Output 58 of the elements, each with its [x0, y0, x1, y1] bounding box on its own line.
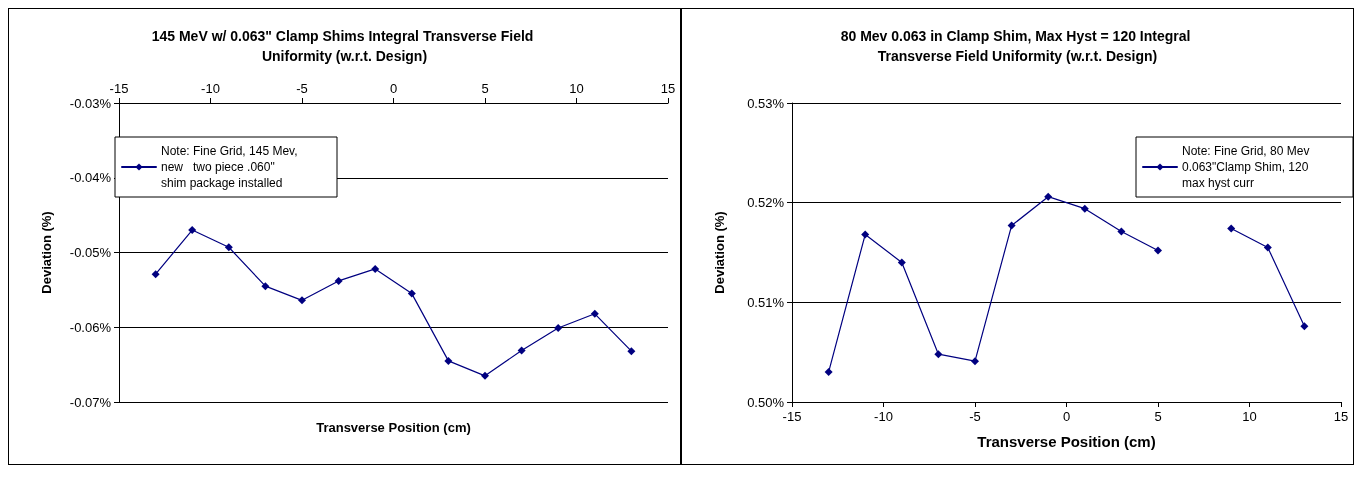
x-tick-label: 15 — [1333, 409, 1349, 424]
point — [151, 270, 160, 279]
point — [861, 230, 870, 239]
x-axis-title: Transverse Position (cm) — [316, 420, 471, 435]
point — [407, 289, 416, 298]
x-tick-label: 10 — [1242, 409, 1257, 424]
chart-title: 80 Mev 0.063 in Clamp Shim, Max Hyst = 120 Integral Transverse Field Uniformity (w.r.t. Design) — [840, 28, 1195, 64]
point — [1044, 192, 1053, 201]
y-tick-label: 0.50% — [747, 394, 785, 410]
y-axis-title: Deviation (%) — [39, 211, 54, 294]
x-tick-label: -10 — [874, 409, 893, 424]
x-axis-title: Transverse Position (cm) — [977, 433, 1156, 450]
y-tick-label: 0.52% — [747, 195, 785, 211]
y-tick-label: -0.05% — [69, 245, 112, 260]
y-tick-label: -0.06% — [69, 319, 112, 335]
point — [1007, 221, 1016, 230]
point — [590, 309, 599, 318]
point — [1117, 227, 1126, 236]
point — [897, 258, 906, 267]
point — [444, 356, 453, 365]
y-tick-label: 0.53% — [747, 95, 785, 111]
point — [1080, 204, 1089, 213]
y-tick-label: 0.51% — [747, 294, 785, 310]
x-tick-label: 5 — [481, 81, 489, 96]
x-tick-label: -15 — [782, 409, 802, 424]
point — [1154, 246, 1162, 255]
point — [1263, 243, 1272, 252]
x-tick-label: 0 — [1062, 409, 1071, 424]
x-tick-label: 0 — [389, 81, 398, 96]
point — [517, 346, 526, 355]
point — [481, 371, 489, 380]
y-tick-label: -0.07% — [69, 394, 112, 410]
point — [261, 282, 270, 291]
y-axis-title: Deviation (%) — [712, 211, 727, 294]
legend-label: Note: Fine Grid, 80 Mev 0.063"Clamp Shim, 120 max hyst curr — [1182, 144, 1313, 190]
x-tick-label: 15 — [660, 81, 676, 96]
x-tick-label: -15 — [109, 81, 129, 96]
x-tick-label: 5 — [1154, 409, 1162, 424]
point — [1300, 322, 1309, 331]
point — [824, 368, 833, 377]
y-tick-label: -0.03% — [69, 95, 112, 111]
x-tick-label: -10 — [201, 81, 220, 96]
x-tick-label: 10 — [569, 81, 584, 96]
point — [971, 357, 979, 366]
y-tick-label: -0.04% — [69, 170, 112, 186]
point — [188, 226, 197, 235]
x-tick-label: -5 — [296, 81, 308, 96]
point — [554, 324, 563, 332]
point — [627, 347, 636, 356]
point — [334, 276, 343, 285]
point — [1227, 224, 1236, 233]
point — [371, 264, 380, 273]
x-tick-label: -5 — [969, 409, 981, 424]
point — [224, 243, 233, 252]
legend-label: Note: Fine Grid, 145 Mev,new two piece .060" shim package installed — [161, 144, 298, 190]
point — [934, 350, 943, 359]
point — [298, 296, 306, 305]
chart-title: 145 MeV w/ 0.063" Clamp Shims Integral Transverse Field Uniformity (w.r.t. Design) — [151, 28, 538, 64]
